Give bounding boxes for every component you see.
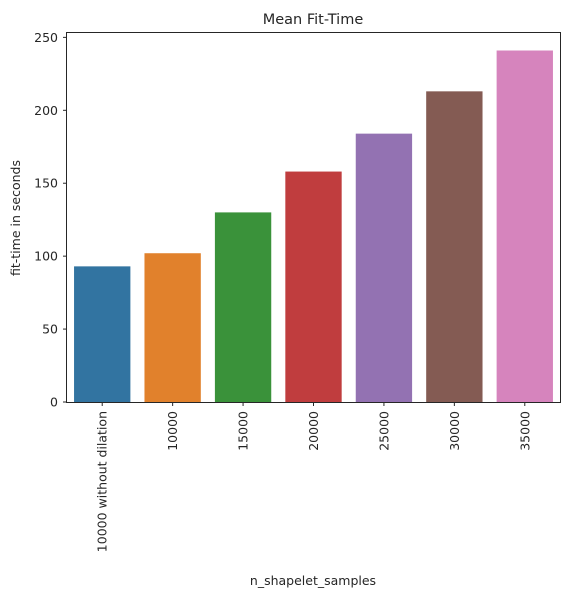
x-tick-label: 10000	[165, 411, 180, 451]
y-tick-label: 150	[34, 176, 58, 191]
bar	[74, 266, 131, 402]
bar	[426, 91, 483, 403]
x-axis-label: n_shapelet_samples	[250, 573, 376, 588]
y-tick-label: 0	[50, 395, 58, 410]
x-axis-ticks: 10000 without dilation 10000 15000 20000 250…	[95, 402, 532, 552]
bar	[285, 171, 342, 402]
x-tick-label: 35000	[517, 411, 532, 451]
bar	[496, 50, 553, 402]
x-tick-label: 25000	[376, 411, 391, 451]
x-tick-label: 20000	[306, 411, 321, 451]
y-axis-ticks: 0 50 100 150 200 250	[34, 30, 67, 410]
x-tick-label: 30000	[447, 411, 462, 451]
y-tick-label: 50	[42, 322, 58, 337]
y-axis-label: fit-time in seconds	[8, 160, 23, 276]
x-tick-label: 15000	[236, 411, 251, 451]
chart-title: Mean Fit-Time	[263, 12, 364, 28]
y-tick-label: 100	[34, 249, 58, 264]
plot-frame	[66, 32, 561, 403]
bar	[214, 212, 272, 402]
y-tick-label: 250	[34, 30, 58, 45]
bar	[355, 133, 413, 403]
bar	[144, 253, 201, 402]
bars-group	[74, 50, 553, 403]
x-tick-label: 10000 without dilation	[95, 411, 110, 552]
y-tick-label: 200	[34, 103, 58, 118]
